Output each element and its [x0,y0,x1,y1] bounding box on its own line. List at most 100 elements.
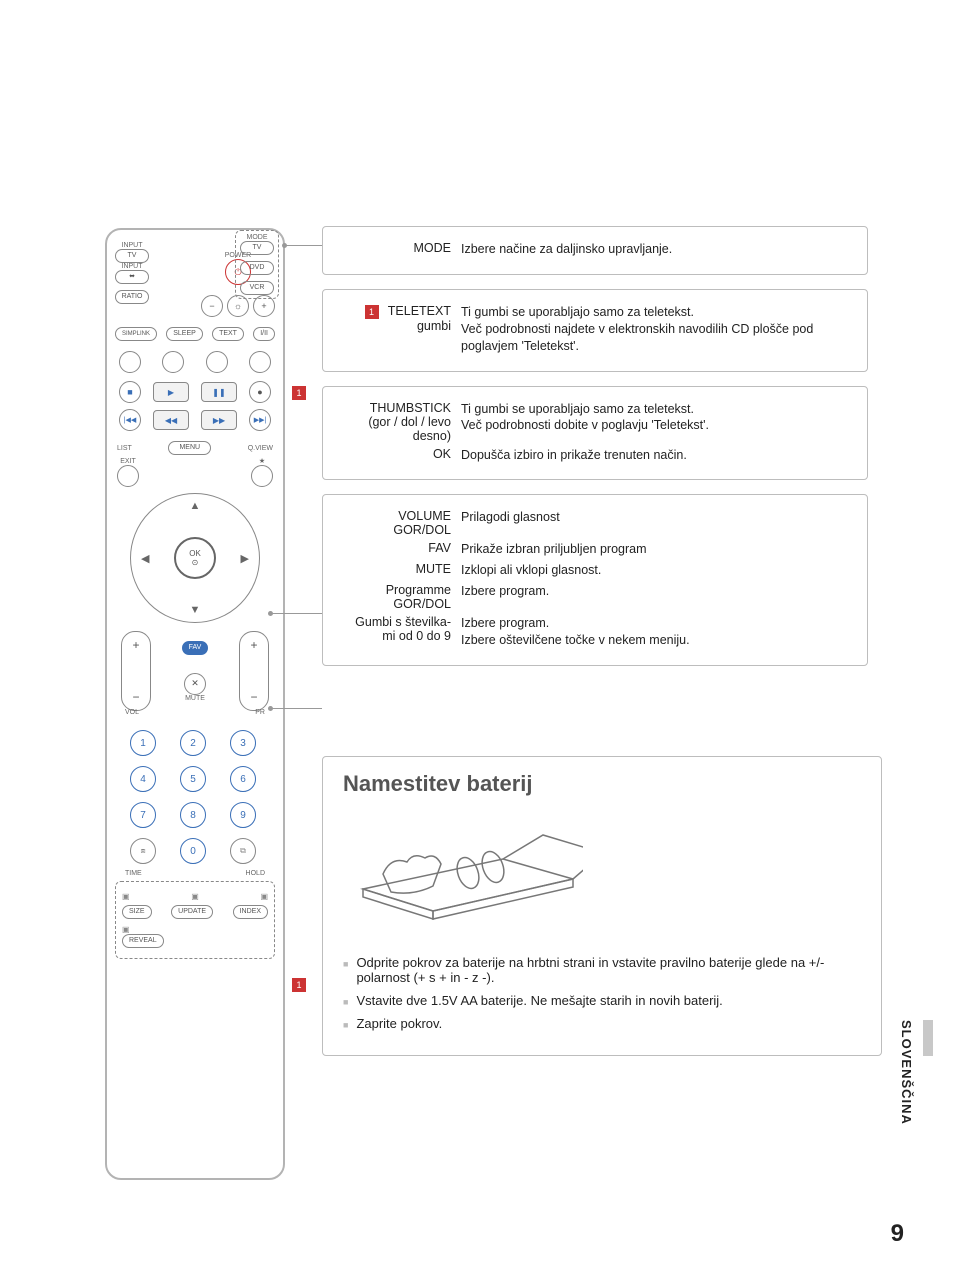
pr-label: PR [255,709,265,716]
vol-pr-group: +− FAV ✕ MUTE +− [115,631,275,711]
side-tab: SLOVENŠČINA [899,1020,921,1160]
vol-v4: Izbere program. [461,583,849,600]
mode-label: MODE [240,234,274,241]
ratio-pill[interactable]: RATIO [115,290,149,304]
num-5[interactable]: 5 [180,766,206,792]
ok-key: OK [341,447,461,461]
num-opt-l[interactable]: ⧈ [130,838,156,864]
page-number: 9 [891,1220,904,1248]
mode-dvd[interactable]: DVD [240,261,274,275]
ok-val: Dopušča izbiro in prikaže trenuten način… [461,447,849,464]
thumb-key3: desno) [413,429,451,443]
battery-b3: Zaprite pokrov. [343,1016,861,1031]
num-6[interactable]: 6 [230,766,256,792]
bright-minus[interactable]: − [201,295,223,317]
next-button[interactable]: ▶▶| [249,409,271,431]
mode-val: Izbere načine za daljinsko upravljanje. [461,241,849,258]
thumb-key1: THUMBSTICK [370,401,451,415]
panel-battery: Namestitev baterij Odprite pokrov za bat… [322,756,882,1056]
teletext-key2: gumbi [417,319,451,333]
dpad-down-icon[interactable]: ▼ [190,604,201,616]
num-7[interactable]: 7 [130,802,156,828]
battery-b1: Odprite pokrov za baterije na hrbtni str… [343,955,861,985]
rew-button[interactable]: ◀◀ [153,410,189,430]
size-pill[interactable]: SIZE [122,905,152,919]
teletext-tag: 1 [365,305,379,319]
mode-tv[interactable]: TV [240,241,274,255]
leader-line-2 [271,613,322,614]
vol-rocker[interactable]: +− [121,631,151,711]
panel-teletext: 1 TELETEXT gumbi Ti gumbi se uporabljajo… [322,289,868,372]
dpad-up-icon[interactable]: ▲ [190,500,201,512]
num-2[interactable]: 2 [180,730,206,756]
panel-volume: VOLUMEGOR/DOL Prilagodi glasnost FAV Pri… [322,494,868,666]
num-8[interactable]: 8 [180,802,206,828]
menu-pill[interactable]: MENU [168,441,211,455]
side-bar [923,1020,933,1056]
simplink-pill[interactable]: SIMPLINK [115,327,157,341]
rec-button[interactable]: ● [249,381,271,403]
remote: INPUT TV INPUT ⬌ RATIO POWER ⏻ − ☼ + MOD… [105,228,285,1180]
ok-button[interactable]: OK ⊙ [174,537,216,579]
mute-button[interactable]: ✕ [184,673,206,695]
dpad-right-icon[interactable]: ▶ [241,552,249,565]
mode-group: MODE TV DVD VCR [235,230,279,299]
num-9[interactable]: 9 [230,802,256,828]
vol-label: VOL [125,709,139,716]
stop-button[interactable]: ■ [119,381,141,403]
time-label: TIME [125,870,142,877]
pr-rocker[interactable]: +− [239,631,269,711]
color-red[interactable] [119,351,141,373]
battery-title: Namestitev baterij [343,771,861,797]
index-pill[interactable]: INDEX [233,905,268,919]
tv-pill[interactable]: TV [115,249,149,263]
teletext-key1: TELETEXT [388,304,451,318]
mode-vcr[interactable]: VCR [240,281,274,295]
num-3[interactable]: 3 [230,730,256,756]
color-blue[interactable] [249,351,271,373]
pause-button[interactable]: ❚❚ [201,382,237,402]
teletext-val: Ti gumbi se uporabljajo samo za teleteks… [461,304,849,355]
dpad[interactable]: ▲ ▼ ◀ ▶ OK ⊙ [130,493,260,623]
vol-k4b: GOR/DOL [393,597,451,611]
prev-button[interactable]: |◀◀ [119,409,141,431]
dpad-left-icon[interactable]: ◀ [141,552,149,565]
star-label: ★ [251,457,273,465]
num-opt-r[interactable]: ⧉ [230,838,256,864]
side-label: SLOVENŠČINA [899,1020,914,1125]
vol-k2: FAV [341,541,461,555]
color-yellow[interactable] [206,351,228,373]
marker-bottom: 1 [292,978,306,992]
vol-v3: Izklopi ali vklopi glasnost. [461,562,849,579]
vol-v2: Prikaže izbran priljubljen program [461,541,849,558]
battery-b2: Vstavite dve 1.5V AA baterije. Ne mešajt… [343,993,861,1008]
num-1[interactable]: 1 [130,730,156,756]
exit-button[interactable] [117,465,139,487]
iii-pill[interactable]: I/II [253,327,275,341]
color-green[interactable] [162,351,184,373]
vol-k3: MUTE [341,562,461,576]
list-label: LIST [117,445,132,452]
reveal-pill[interactable]: REVEAL [122,934,164,948]
star-button[interactable] [251,465,273,487]
vol-k1: VOLUME [398,509,451,523]
update-pill[interactable]: UPDATE [171,905,213,919]
play-button[interactable]: ▶ [153,382,189,402]
ok-text: OK [189,549,201,558]
qview-label: Q.VIEW [248,445,273,452]
num-0[interactable]: 0 [180,838,206,864]
fav-pill[interactable]: FAV [182,641,209,655]
exit-label: EXIT [117,458,139,465]
num-4[interactable]: 4 [130,766,156,792]
text-pill[interactable]: TEXT [212,327,244,341]
input-pill[interactable]: ⬌ [115,270,149,284]
page: INPUT TV INPUT ⬌ RATIO POWER ⏻ − ☼ + MOD… [0,0,954,1272]
vol-k5b: mi od 0 do 9 [382,629,451,643]
marker-top: 1 [292,386,306,400]
leader-line [285,245,322,246]
input-label: INPUT [115,242,149,249]
vol-v5: Izbere program. Izbere oštevilčene točke… [461,615,849,649]
ff-button[interactable]: ▶▶ [201,410,237,430]
input-label-2: INPUT [115,263,149,270]
sleep-pill[interactable]: SLEEP [166,327,203,341]
